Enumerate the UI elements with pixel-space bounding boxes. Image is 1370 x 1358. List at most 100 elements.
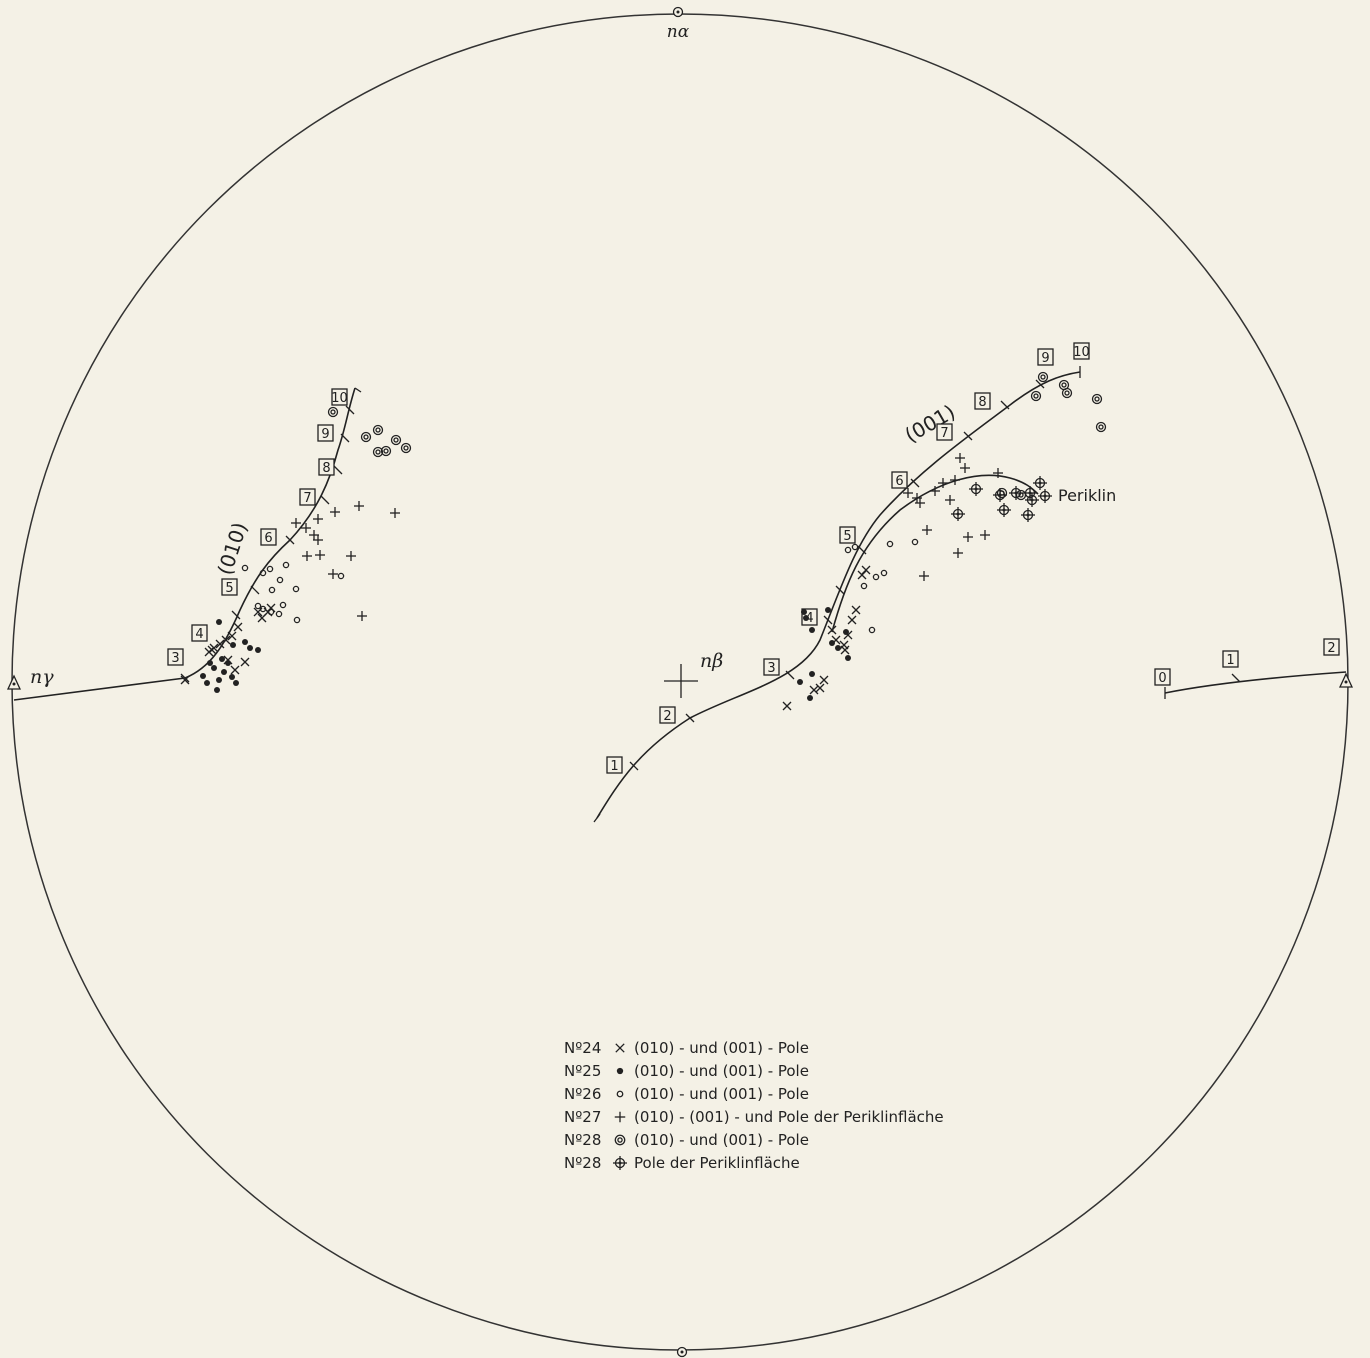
pole-marker-dot (835, 645, 841, 651)
legend-number: Nº28 (564, 1131, 601, 1149)
c010-tick-box-3: 3 (167, 648, 184, 666)
curve-tick-marks (180, 379, 1241, 771)
pole-marker-plus (919, 571, 929, 581)
pole-marker-double (614, 1134, 626, 1146)
curve-010-end-tick (354, 387, 362, 393)
pole-marker-plus (291, 518, 301, 528)
curve-tick (685, 713, 695, 723)
pole-marker-ring (844, 546, 852, 554)
pole-marker-plus (915, 498, 925, 508)
pole-marker-dot (221, 669, 227, 675)
pole-marker-plus (614, 1111, 626, 1123)
tick-box-number: 2 (1327, 641, 1335, 656)
pole-marker-plus (955, 453, 965, 463)
pole-markers (180, 371, 1107, 711)
legend-number: Nº27 (564, 1108, 601, 1126)
legend-row: Nº28 Pole der Periklinfläche (564, 1154, 800, 1172)
pole-marker-plus (330, 507, 340, 517)
curve-tick (180, 673, 190, 683)
pole-marker-ring (872, 573, 880, 581)
pole-marker-dot (807, 695, 813, 701)
tick-box-number: 7 (940, 426, 948, 441)
c010-tick-box-10: 10 (331, 388, 348, 406)
pole-marker-dot (225, 660, 231, 666)
n-alpha-label: nα (667, 22, 690, 42)
pole-marker-ring (886, 540, 894, 548)
pole-marker-plus (950, 475, 960, 485)
pole-marker-dot (255, 647, 261, 653)
pole-marker-ring (880, 569, 888, 577)
pole-marker-ring (282, 561, 290, 569)
pole-marker-ring (259, 605, 267, 613)
curve-right (1164, 671, 1347, 694)
pole-marker-cross-ring (997, 503, 1011, 517)
c001-tick-box-2: 2 (659, 706, 676, 724)
pole-marker-plus (390, 508, 400, 518)
pole-marker-x (240, 657, 250, 667)
pole-marker-x (215, 639, 225, 649)
legend-number: Nº26 (564, 1085, 601, 1103)
pole-marker-double (327, 406, 339, 418)
pole-marker-ring (860, 582, 868, 590)
pole-marker-x (180, 675, 190, 685)
curve-tick (1035, 379, 1045, 389)
pole-marker-plus (315, 550, 325, 560)
pole-marker-cross-ring (1009, 486, 1023, 500)
pole-marker-x (615, 1043, 625, 1053)
pole-marker-ring (851, 543, 859, 551)
curve-tick (1000, 400, 1010, 410)
pole-marker-dot (825, 607, 831, 613)
tick-box-number: 2 (663, 709, 671, 724)
pole-marker-ring (868, 626, 876, 634)
tick-box-number: 1 (610, 759, 618, 774)
curve-tick (231, 610, 241, 620)
pole-marker-plus (960, 463, 970, 473)
pole-marker-double (1091, 393, 1103, 405)
pole-marker-cross-ring (1021, 508, 1035, 522)
pole-marker-plus (963, 532, 973, 542)
pole-marker-dot (214, 687, 220, 693)
c001-tick-box-6: 6 (891, 471, 908, 489)
c010-tick-box-5: 5 (221, 578, 238, 596)
pole-marker-cross-ring (613, 1156, 627, 1170)
curve-periklin (831, 474, 1039, 633)
tick-box-number: 3 (767, 661, 775, 676)
pole-marker-double (1061, 387, 1073, 399)
pole-marker-dot (204, 680, 210, 686)
pole-marker-plus (993, 468, 1003, 478)
curve-010 (13, 387, 356, 701)
pole-marker-plus (301, 523, 311, 533)
pole-marker-double (372, 424, 384, 436)
c010-tick-box-4: 4 (191, 624, 208, 642)
legend-text: Pole der Periklinfläche (634, 1154, 800, 1172)
legend-row: Nº25 (010) - und (001) - Pole (564, 1062, 809, 1080)
tick-box-number: 10 (1073, 345, 1090, 360)
pole-marker-plus (357, 611, 367, 621)
pole-marker-dot (797, 679, 803, 685)
legend-number: Nº24 (564, 1039, 601, 1057)
legend: Nº24 (010) - und (001) - Pole Nº25 (010) - … (564, 1039, 944, 1172)
bottom-pole-icon (676, 1346, 688, 1358)
pole-marker-double (372, 446, 384, 458)
pole-marker-x (827, 625, 837, 635)
pole-marker-plus (328, 569, 338, 579)
pole-marker-ring (337, 572, 345, 580)
curve-tick (250, 585, 260, 595)
pole-marker-ring (276, 576, 284, 584)
tick-box-number: 9 (321, 427, 329, 442)
c010-tick-box-9: 9 (317, 424, 334, 442)
pole-marker-x (782, 701, 792, 711)
c001-tick-box-7: 7 (936, 423, 953, 441)
pole-marker-cross-ring (1038, 489, 1052, 503)
legend-row: Nº28 (010) - und (001) - Pole (564, 1131, 809, 1149)
curve-tick (1231, 673, 1241, 683)
pole-marker-ring (268, 586, 276, 594)
pole-marker-x (809, 685, 819, 695)
pole-marker-plus (309, 530, 319, 540)
legend-text: (010) - und (001) - Pole (634, 1062, 809, 1080)
n-alpha-pole-icon (672, 6, 684, 18)
pole-marker-ring (616, 1090, 624, 1098)
